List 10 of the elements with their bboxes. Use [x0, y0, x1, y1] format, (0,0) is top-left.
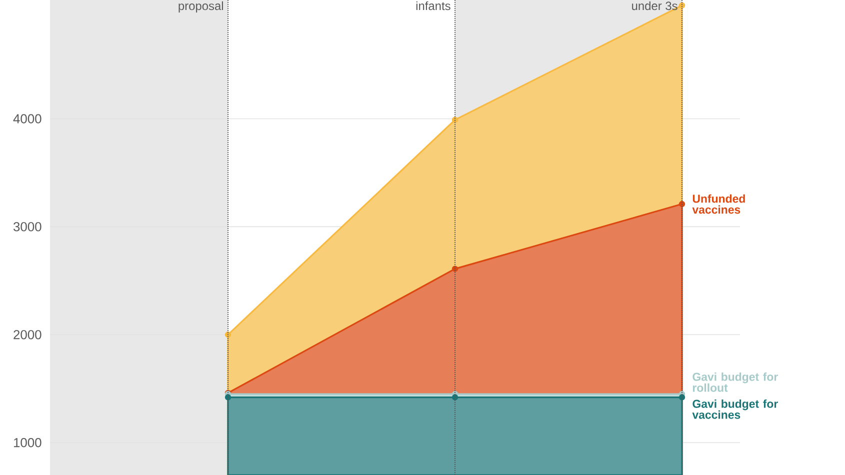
series-label: Gavi budget for rollout [692, 372, 778, 392]
y-tick-label: 4000 [13, 114, 42, 124]
x-tick-label: infants [416, 1, 450, 10]
series-label: Unfunded vaccines [692, 194, 745, 214]
x-tick-label: under 3s [632, 1, 678, 10]
y-tick-label: 1000 [14, 438, 42, 448]
y-tick-label: 2000 [14, 330, 42, 340]
x-tick-label: proposal [178, 1, 223, 12]
series-label: Gavi budget for vaccines [692, 399, 778, 419]
y-tick-label: 3000 [13, 222, 42, 232]
